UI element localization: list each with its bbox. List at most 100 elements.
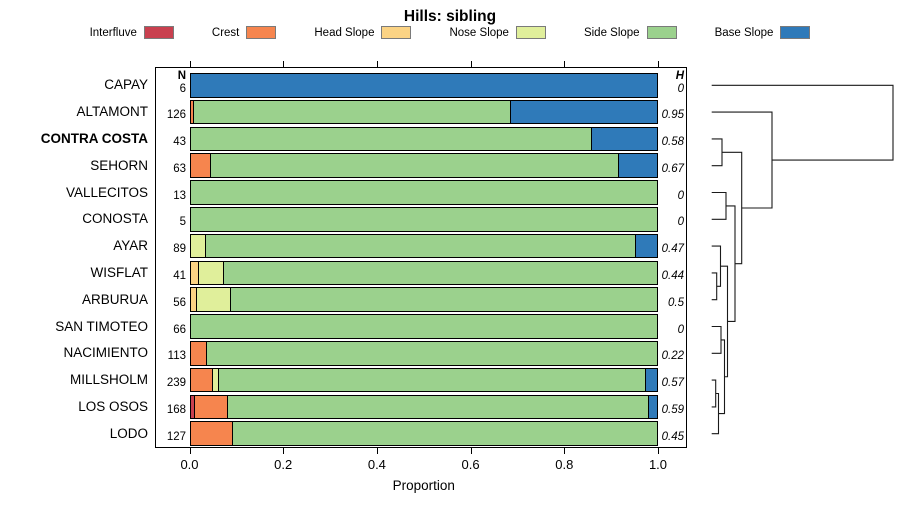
x-axis-tick xyxy=(376,448,378,454)
x-axis-tick xyxy=(564,448,566,454)
bar-segment-side-slope xyxy=(194,100,511,124)
row-h-value: 0.45 xyxy=(661,430,684,443)
dendrogram-merge xyxy=(718,339,726,415)
chart-title: Hills: sibling xyxy=(403,8,497,25)
stacked-bar xyxy=(189,153,658,178)
row-label: SEHORN xyxy=(90,157,148,173)
stacked-bar xyxy=(189,394,658,420)
stacked-bar xyxy=(189,207,658,232)
bar-segment-nose-slope xyxy=(199,261,224,285)
legend-label: Base Slope xyxy=(714,26,774,39)
dendrogram-merge xyxy=(711,272,718,301)
dendrogram-merge xyxy=(726,205,736,323)
legend-label: Head Slope xyxy=(314,26,375,39)
legend-item: Head Slope xyxy=(314,26,412,39)
row-label: WISFLAT xyxy=(90,264,148,280)
bar-segment-crest xyxy=(190,100,195,124)
row-label: ALTAMONT xyxy=(76,104,148,120)
n-column-header: N xyxy=(177,70,186,83)
stacked-bar xyxy=(189,421,658,446)
legend-label: Side Slope xyxy=(583,26,640,39)
bar-segment-side-slope xyxy=(227,395,649,419)
row-label: CONTRA COSTA xyxy=(40,130,148,146)
row-n-value: 5 xyxy=(179,216,186,229)
stacked-bar xyxy=(189,126,658,152)
bar-segment-base-slope xyxy=(510,100,657,124)
dendrogram-merge xyxy=(711,245,722,287)
row-label: LODO xyxy=(109,425,148,441)
bar-segment-crest xyxy=(190,154,212,177)
row-label: AYAR xyxy=(113,238,148,254)
bar-segment-base-slope xyxy=(591,127,657,151)
dendrogram-merge xyxy=(711,392,720,435)
bar-segment-side-slope xyxy=(190,315,657,338)
row-h-value: 0 xyxy=(677,189,684,202)
x-axis-tick-label: 1.0 xyxy=(648,457,668,472)
bar-segment-side-slope xyxy=(233,422,657,445)
bar-segment-side-slope xyxy=(211,154,619,177)
dendrogram-merge xyxy=(711,191,727,220)
bar-segment-base-slope xyxy=(618,154,657,177)
row-label: NACIMIENTO xyxy=(63,345,148,361)
x-axis-tick-top xyxy=(376,61,378,67)
row-n-value: 66 xyxy=(173,323,186,336)
x-axis-tick-top xyxy=(283,61,285,67)
bar-segment-side-slope xyxy=(218,368,647,392)
row-h-value: 0 xyxy=(677,323,684,336)
bar-segment-nose-slope xyxy=(196,288,232,311)
row-label: LOS OSOS xyxy=(78,398,148,414)
legend-swatch xyxy=(780,26,811,39)
dendrogram-merge xyxy=(711,325,722,354)
row-label: SAN TIMOTEO xyxy=(55,318,148,334)
legend-item: Crest xyxy=(211,26,277,39)
dendrogram-merge xyxy=(720,265,729,378)
bar-segment-side-slope xyxy=(231,288,657,311)
row-h-value: 0.22 xyxy=(661,350,684,363)
x-axis-tick xyxy=(283,448,285,454)
row-n-value: 113 xyxy=(167,350,186,363)
row-h-text: 0 xyxy=(677,83,684,96)
row-n-value: 41 xyxy=(173,269,186,282)
x-axis-tick xyxy=(470,448,472,454)
x-axis-tick xyxy=(658,448,659,454)
row-label: MILLSHOLM xyxy=(69,372,148,388)
bar-segment-base-slope xyxy=(636,234,657,258)
row-h-value: 0.44 xyxy=(661,269,684,282)
x-axis-tick xyxy=(189,448,191,454)
row-n-value: 89 xyxy=(173,243,186,256)
bar-segment-base-slope xyxy=(648,395,657,419)
stacked-bar xyxy=(189,180,658,205)
bar-segment-nose-slope xyxy=(212,368,219,392)
bar-segment-crest xyxy=(190,368,213,392)
x-axis-tick-top xyxy=(470,61,472,67)
row-n-value: 126 xyxy=(166,109,186,122)
x-axis-tick-label: 0.6 xyxy=(461,457,480,472)
legend-label: Nose Slope xyxy=(449,26,509,39)
legend-label: Crest xyxy=(211,26,240,39)
legend: Interfluve Crest Head Slope Nose Slope Side … xyxy=(0,26,900,39)
row-h-value: 0.95 xyxy=(661,109,684,122)
legend-label: Interfluve xyxy=(89,26,137,39)
bar-segment-interfluve xyxy=(190,395,195,419)
row-h-value: 0.58 xyxy=(661,135,684,148)
x-axis-tick-top xyxy=(564,61,566,67)
row-h-value: 0.47 xyxy=(661,243,684,256)
row-label: ARBURUA xyxy=(81,291,148,307)
bar-segment-side-slope xyxy=(190,208,657,231)
bar-segment-side-slope xyxy=(223,261,657,285)
dendrogram-merge xyxy=(711,379,717,408)
legend-swatch xyxy=(515,26,546,39)
stacked-bar xyxy=(189,287,658,312)
row-n-value: 43 xyxy=(173,135,186,148)
row-h-value: 0.57 xyxy=(661,377,684,390)
row-h-value: 0.67 xyxy=(661,162,684,175)
legend-swatch xyxy=(143,26,174,39)
x-axis-tick-top xyxy=(189,61,191,67)
bar-segment-base-slope xyxy=(646,368,657,392)
stacked-bar xyxy=(189,341,658,366)
row-n-value: 168 xyxy=(166,403,186,416)
legend-item: Base Slope xyxy=(715,26,811,39)
stacked-bar xyxy=(189,367,658,393)
